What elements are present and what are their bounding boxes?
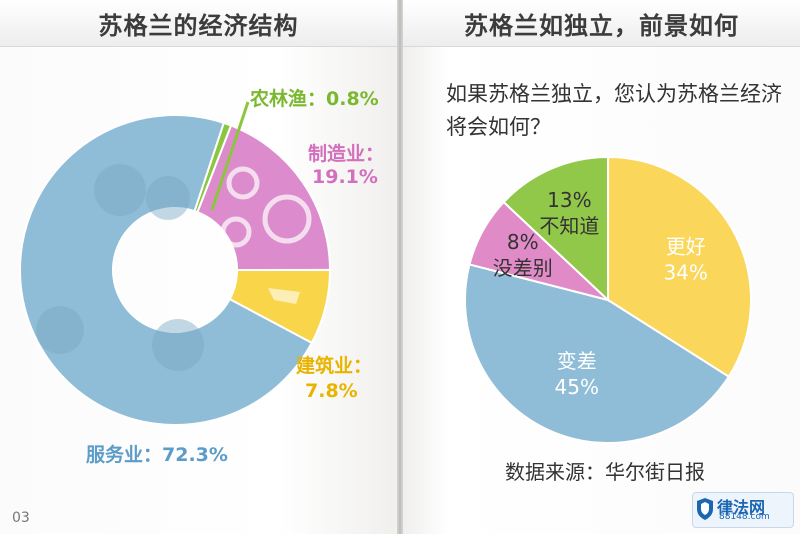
shield-icon <box>697 498 713 520</box>
site-badge: 律法网 88148.com <box>692 492 794 528</box>
pie-label-dont-know-line1: 13% <box>547 188 591 212</box>
wheat-icon <box>210 101 250 211</box>
pie-slice-worse <box>464 263 731 444</box>
pie-label-worse-line1: 变差 <box>557 349 597 373</box>
pie-label-worse-line2: 45% <box>555 375 599 399</box>
gear-icon <box>262 194 312 244</box>
left-page-title: 苏格兰的经济结构 <box>0 0 397 47</box>
person-silhouette-icon <box>152 319 204 371</box>
slice-label-construction-name: 建筑业： <box>296 355 373 377</box>
pie-slice-dont-know <box>502 155 609 303</box>
pie-label-better-line1: 更好 <box>666 234 706 258</box>
slice-label-manufacturing-name: 制造业： <box>308 143 385 165</box>
book-spine <box>397 0 403 534</box>
gear-icon <box>226 166 260 200</box>
badge-url: 88148.com <box>719 512 770 522</box>
slice-label-manufacturing-value: 19.1% <box>312 166 378 188</box>
donut-slice-manufacturing <box>196 124 332 271</box>
person-silhouette-icon <box>146 176 190 220</box>
right-page-title: 苏格兰如独立，前景如何 <box>403 0 800 47</box>
slice-label-construction-value: 7.8% <box>305 380 358 402</box>
slice-label-services: 服务业：72.3% <box>86 444 228 466</box>
gear-icon <box>220 216 252 248</box>
badge-text: 律法网 <box>717 498 766 517</box>
page-number-left: 03 <box>12 510 30 526</box>
pie-label-no-difference-line1: 8% <box>507 230 539 254</box>
pie-label-better-line2: 34% <box>663 260 707 284</box>
pie-label-dont-know-line2: 不知道 <box>539 214 599 238</box>
person-silhouette-icon <box>36 306 84 354</box>
survey-question: 如果苏格兰独立，您认为苏格兰经济将会如何？ <box>446 82 782 139</box>
pie-label-no-difference-line2: 没差别 <box>493 256 553 280</box>
donut-slice-services <box>19 114 314 426</box>
person-silhouette-icon <box>94 164 146 216</box>
hammer-icon <box>268 288 300 304</box>
data-source: 数据来源：华尔街日报 <box>505 460 705 484</box>
slice-label-agriculture: 农林渔：0.8% <box>250 88 379 110</box>
